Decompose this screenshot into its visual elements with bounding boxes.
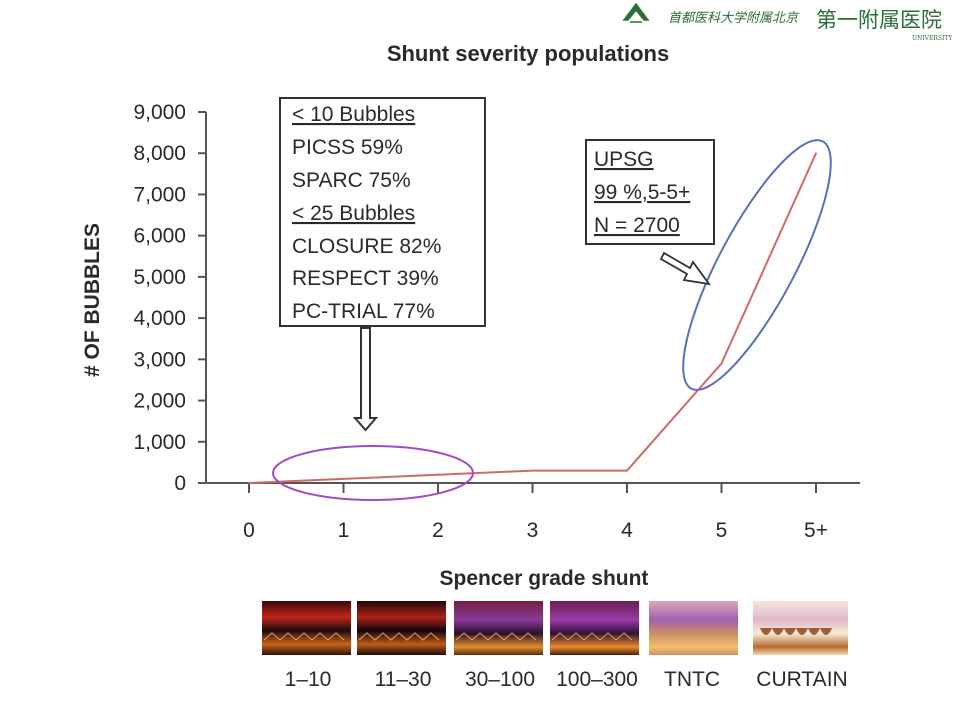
doppler-thumb — [262, 601, 351, 655]
down-arrow-icon — [352, 327, 379, 432]
box-line: CLOSURE 82% — [292, 235, 441, 258]
logo-script-text: 首都医科大学附属北京 — [668, 10, 800, 26]
series-group — [248, 152, 817, 484]
y-tick-label: 4,000 — [133, 307, 186, 330]
data-point — [815, 152, 817, 155]
box-line: N = 2700 — [594, 214, 680, 237]
y-tick-label: 3,000 — [133, 348, 186, 371]
doppler-thumb — [454, 601, 543, 655]
x-tick-label: 0 — [243, 519, 255, 542]
thumb-label: 1–10 — [285, 668, 332, 691]
x-axis-title: Spencer grade shunt — [440, 567, 649, 590]
box-line: RESPECT 39% — [292, 267, 439, 290]
data-point — [720, 362, 723, 365]
x-tick-label: 2 — [432, 519, 444, 542]
box-line: SPARC 75% — [292, 169, 411, 192]
x-tick-label: 3 — [527, 519, 539, 542]
logo-subtext: UNIVERSITY — [912, 35, 953, 42]
doppler-thumb — [550, 601, 639, 655]
y-tick-label: 6,000 — [133, 225, 186, 248]
data-point — [342, 478, 345, 480]
box-line: PICSS 59% — [292, 136, 403, 159]
box-line: UPSG — [594, 148, 654, 171]
y-tick-label: 8,000 — [133, 142, 186, 165]
logo-main-text: 第一附属医院 — [816, 8, 942, 32]
thumb-label: CURTAIN — [756, 668, 847, 691]
y-tick-label: 5,000 — [133, 266, 186, 289]
data-point — [531, 469, 534, 472]
y-tick-label: 7,000 — [133, 183, 186, 206]
data-point — [248, 482, 250, 484]
box-line: < 10 Bubbles — [292, 103, 415, 126]
thumb-label: TNTC — [664, 668, 720, 691]
doppler-thumb — [649, 601, 738, 655]
ribbon-emblem-icon — [622, 2, 650, 23]
y-tick-label: 1,000 — [133, 431, 186, 454]
thumb-label: 11–30 — [375, 668, 432, 691]
x-tick-label: 5 — [716, 519, 728, 542]
data-point — [626, 469, 628, 472]
doppler-thumbnails: 1–10 11–30 30–100 100–300 TNTC CURTAIN — [262, 601, 848, 691]
x-ticks: 0 1 2 3 4 5 5+ — [243, 483, 828, 542]
x-tick-label: 5+ — [804, 519, 828, 542]
chart-title: Shunt severity populations — [387, 41, 669, 66]
low-shunt-ellipse — [272, 445, 474, 501]
x-tick-label: 1 — [338, 519, 350, 542]
trial-threshold-box: < 10 Bubbles PICSS 59% SPARC 75% < 25 Bu… — [279, 97, 486, 327]
hospital-logo: 首都医科大学附属北京 第一附属医院 UNIVERSITY — [622, 2, 953, 42]
y-tick-label: 9,000 — [133, 101, 186, 124]
y-ticks: 9,000 8,000 7,000 6,000 5,000 4,000 3,000 2,000… — [133, 101, 206, 495]
diagonal-arrow-icon — [659, 251, 712, 286]
high-shunt-ellipse — [682, 139, 832, 391]
y-tick-label: 0 — [174, 472, 186, 495]
upsg-box: UPSG 99 %,5-5+ N = 2700 — [585, 139, 715, 245]
data-point — [437, 473, 439, 476]
y-axis-title: # OF BUBBLES — [81, 223, 104, 377]
thumb-label: 30–100 — [465, 668, 535, 691]
box-line: < 25 Bubbles — [292, 202, 415, 225]
doppler-thumb — [357, 601, 446, 655]
x-tick-label: 4 — [621, 519, 633, 542]
box-line: 99 %,5-5+ — [594, 181, 690, 204]
box-line: PC-TRIAL 77% — [292, 300, 435, 323]
y-tick-label: 2,000 — [133, 390, 186, 413]
thumb-label: 100–300 — [556, 668, 638, 691]
